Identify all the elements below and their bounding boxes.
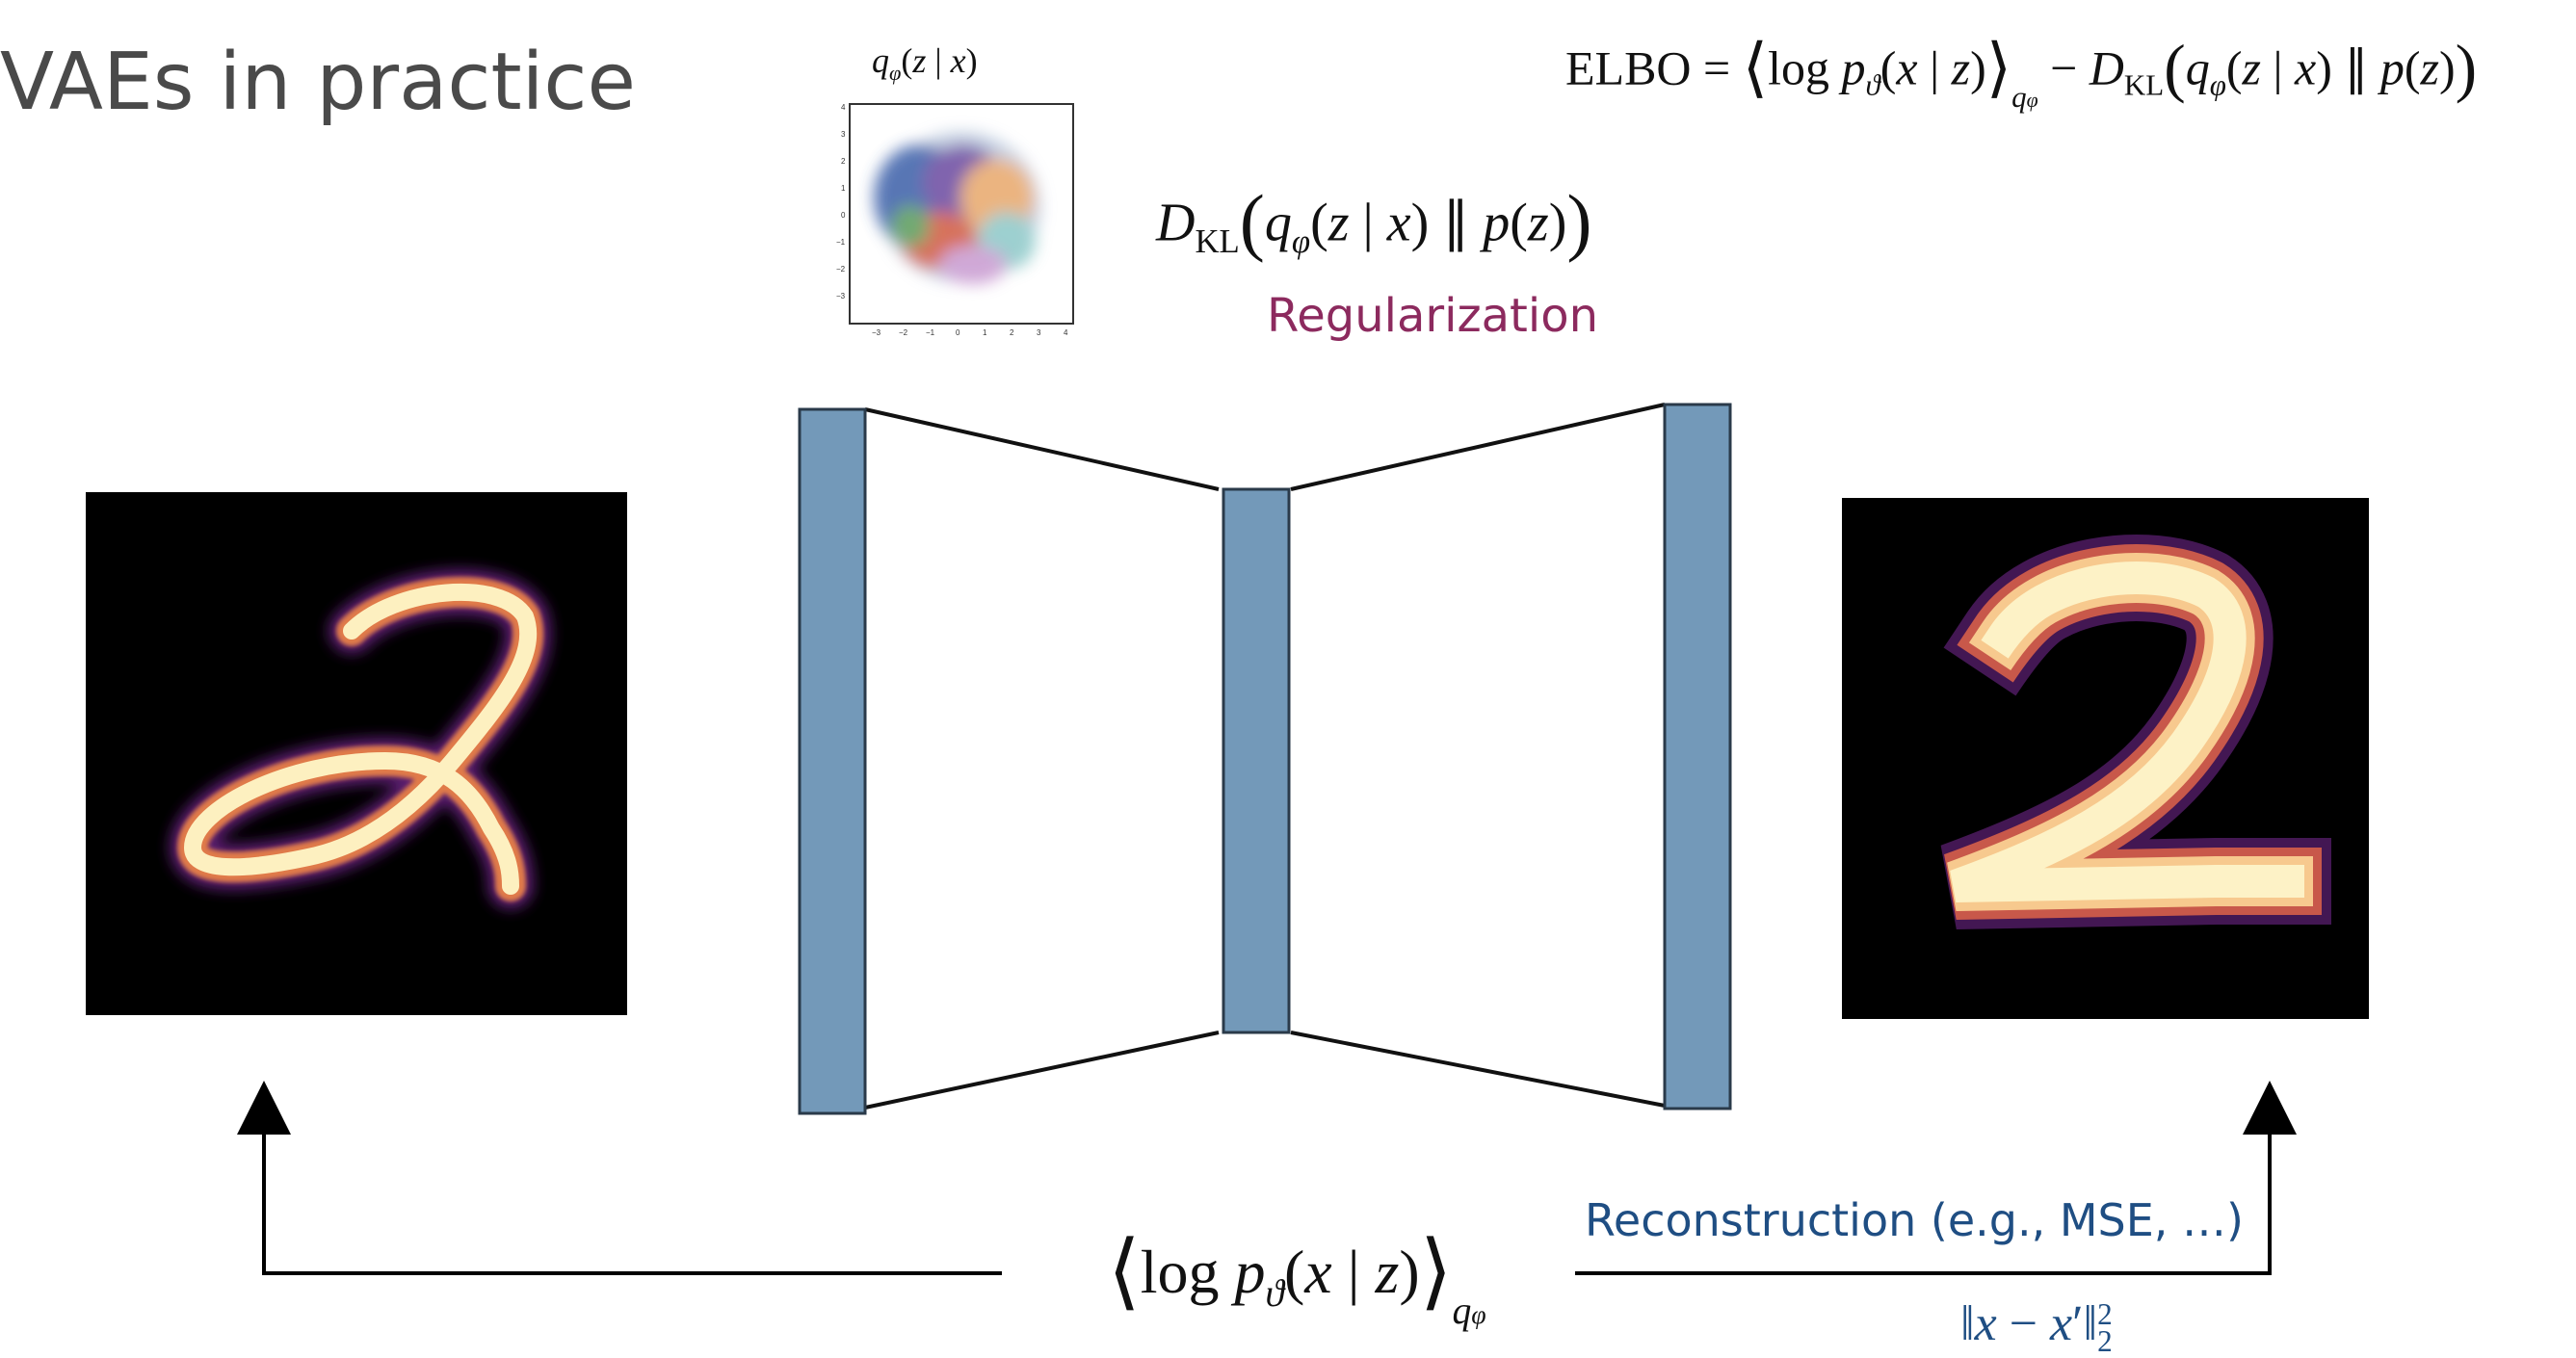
y-tick: 3 (841, 130, 846, 139)
elbo-equation: ELBO = ⟨log pϑ(x | z)⟩qφ − DKL(qφ(z | x)… (1565, 32, 2478, 114)
encoder-input-layer (798, 407, 867, 1115)
y-tick: −1 (836, 238, 846, 247)
input-digit-image (86, 492, 627, 1015)
y-tick: 4 (841, 103, 846, 112)
latent-plot-title: qφ(z | x) (872, 41, 978, 85)
y-tick: 2 (841, 157, 846, 166)
mse-norm-equation: ‖x − x′‖ 2 2 (1960, 1296, 2113, 1358)
latent-scatter-plot: −3 −2 −1 0 1 2 3 4 4 3 2 1 0 −1 −2 −3 (836, 103, 1074, 337)
x-tick: −1 (926, 328, 935, 337)
encoder-decoder-network (864, 403, 1666, 1110)
y-tick: −2 (836, 265, 846, 274)
latent-bottleneck-layer (1222, 487, 1291, 1034)
regularization-label: Regularization (1267, 289, 1598, 343)
log-likelihood-equation: ⟨log pϑ(x | z)⟩qφ (1108, 1225, 1486, 1332)
reconstructed-digit-image (1842, 498, 2369, 1019)
x-tick: 4 (1064, 328, 1068, 337)
x-tick: −3 (872, 328, 881, 337)
slide-title: VAEs in practice (0, 37, 636, 128)
reconstruction-arrows (237, 1081, 2297, 1275)
y-tick: 1 (841, 184, 846, 193)
x-tick: 1 (983, 328, 987, 337)
kl-divergence-equation: DKL(qφ(z | x) ∥ p(z)) (1156, 179, 1592, 263)
x-tick: −2 (899, 328, 908, 337)
y-tick: −3 (836, 292, 846, 300)
reconstruction-label: Reconstruction (e.g., MSE, …) (1585, 1194, 2244, 1246)
y-tick: 0 (841, 211, 846, 220)
x-tick: 3 (1037, 328, 1041, 337)
x-tick: 2 (1010, 328, 1014, 337)
x-tick: 0 (956, 328, 960, 337)
decoder-output-layer (1663, 403, 1732, 1110)
